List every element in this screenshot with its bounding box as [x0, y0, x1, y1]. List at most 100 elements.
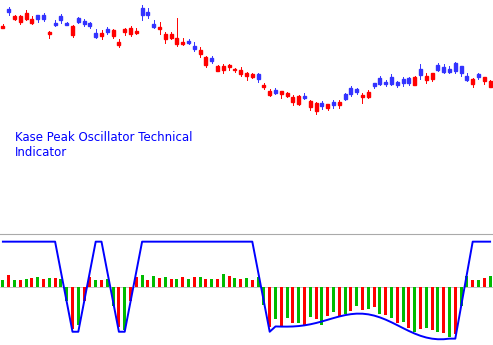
- Bar: [459, 67, 463, 73]
- Bar: [483, 77, 486, 81]
- Bar: [54, 23, 57, 24]
- Bar: [181, 42, 184, 44]
- Bar: [141, 275, 143, 287]
- Bar: [315, 103, 317, 111]
- Bar: [303, 287, 306, 326]
- Bar: [48, 32, 51, 34]
- Bar: [303, 97, 306, 98]
- Bar: [42, 279, 45, 287]
- Bar: [454, 287, 457, 334]
- Bar: [285, 287, 289, 318]
- Bar: [384, 287, 387, 315]
- Bar: [448, 69, 451, 72]
- Bar: [338, 287, 341, 316]
- Bar: [280, 287, 283, 325]
- Bar: [390, 77, 393, 85]
- Bar: [123, 29, 126, 32]
- Bar: [227, 276, 231, 287]
- Bar: [239, 279, 242, 287]
- Bar: [216, 279, 219, 287]
- Bar: [309, 101, 312, 107]
- Bar: [477, 73, 480, 77]
- Bar: [210, 58, 213, 61]
- Bar: [430, 73, 434, 79]
- Bar: [48, 278, 51, 287]
- Bar: [262, 85, 266, 87]
- Bar: [396, 82, 399, 85]
- Bar: [170, 34, 173, 38]
- Bar: [367, 92, 370, 97]
- Bar: [111, 30, 115, 37]
- Bar: [210, 279, 213, 287]
- Bar: [459, 287, 463, 306]
- Bar: [344, 287, 347, 314]
- Bar: [390, 287, 393, 318]
- Bar: [100, 33, 103, 36]
- Bar: [424, 287, 428, 328]
- Bar: [135, 277, 138, 287]
- Bar: [350, 88, 352, 94]
- Bar: [19, 280, 22, 287]
- Bar: [82, 287, 86, 301]
- Bar: [471, 280, 474, 287]
- Bar: [146, 280, 149, 287]
- Bar: [361, 287, 364, 310]
- Bar: [291, 97, 294, 102]
- Bar: [7, 275, 10, 287]
- Bar: [251, 75, 254, 77]
- Bar: [401, 287, 405, 322]
- Bar: [88, 23, 92, 26]
- Bar: [94, 33, 97, 37]
- Bar: [19, 16, 22, 22]
- Bar: [274, 287, 277, 319]
- Bar: [100, 280, 103, 287]
- Bar: [199, 50, 202, 54]
- Bar: [424, 76, 428, 80]
- Bar: [106, 279, 109, 287]
- Bar: [465, 276, 468, 287]
- Bar: [344, 94, 347, 99]
- Bar: [222, 66, 225, 70]
- Bar: [25, 12, 28, 19]
- Bar: [158, 27, 161, 29]
- Bar: [413, 287, 416, 332]
- Bar: [436, 65, 439, 70]
- Bar: [13, 16, 16, 19]
- Text: Kase Peak Oscillator Technical
Indicator: Kase Peak Oscillator Technical Indicator: [15, 131, 192, 159]
- Bar: [146, 12, 149, 15]
- Bar: [123, 287, 126, 330]
- Bar: [245, 73, 248, 76]
- Bar: [82, 21, 86, 24]
- Bar: [164, 34, 167, 39]
- Bar: [152, 24, 155, 27]
- Bar: [256, 277, 260, 287]
- Bar: [274, 90, 277, 93]
- Bar: [25, 279, 28, 287]
- Bar: [227, 65, 231, 67]
- Bar: [332, 102, 335, 105]
- Bar: [320, 103, 323, 106]
- Bar: [65, 287, 69, 301]
- Bar: [419, 287, 422, 329]
- Bar: [477, 279, 480, 287]
- Bar: [233, 278, 237, 287]
- Bar: [176, 279, 178, 287]
- Bar: [170, 279, 173, 287]
- Bar: [471, 79, 474, 84]
- Bar: [59, 279, 63, 287]
- Bar: [465, 77, 468, 80]
- Bar: [291, 287, 294, 324]
- Bar: [111, 287, 115, 306]
- Bar: [152, 276, 155, 287]
- Bar: [373, 83, 376, 86]
- Bar: [280, 91, 283, 95]
- Bar: [407, 287, 411, 328]
- Bar: [158, 278, 161, 287]
- Bar: [216, 66, 219, 71]
- Bar: [42, 15, 45, 19]
- Bar: [181, 277, 184, 287]
- Bar: [396, 287, 399, 323]
- Bar: [355, 89, 358, 92]
- Bar: [193, 277, 196, 287]
- Bar: [129, 28, 132, 34]
